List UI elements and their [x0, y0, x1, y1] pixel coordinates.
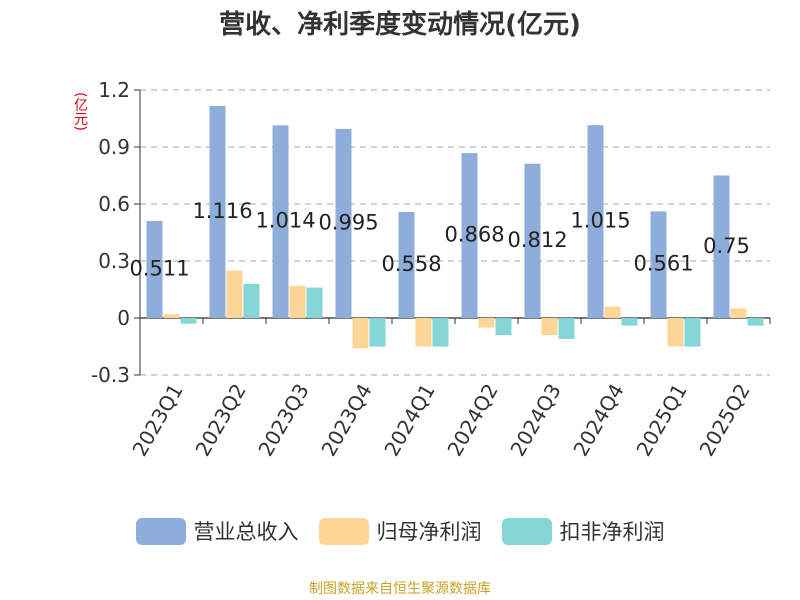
bar-deducted-net-profit: [495, 318, 512, 336]
x-tick-label: 2025Q2: [694, 380, 754, 461]
bar-net-profit: [604, 306, 621, 318]
data-label-revenue: 1.015: [570, 209, 630, 233]
x-tick-label: 2024Q1: [379, 380, 439, 461]
bar-deducted-net-profit: [369, 318, 386, 347]
legend-item-net-profit[interactable]: 归母净利润: [318, 516, 482, 546]
chart-title: 营收、净利季度变动情况(亿元): [219, 10, 581, 40]
x-tick-label: 2024Q4: [568, 380, 628, 461]
data-label-revenue: 0.75: [703, 234, 750, 258]
bar-net-profit: [226, 270, 243, 318]
bar-deducted-net-profit: [243, 283, 260, 318]
bar-deducted-net-profit: [621, 318, 638, 326]
y-axis-label: (亿元): [72, 92, 88, 131]
legend-item-revenue[interactable]: 营业总收入: [135, 516, 299, 546]
y-tick-label: -0.3: [91, 363, 130, 387]
legend-label-net-profit: 归母净利润: [376, 520, 482, 544]
legend-label-deducted-net-profit: 扣非净利润: [559, 520, 665, 544]
bar-deducted-net-profit: [747, 318, 764, 326]
y-tick-label: 0.6: [98, 192, 130, 216]
bar-revenue: [209, 105, 226, 319]
bar-deducted-net-profit: [306, 287, 323, 318]
bar-revenue: [335, 128, 352, 318]
y-tick-label: 0.3: [98, 249, 130, 273]
data-label-revenue: 0.812: [507, 228, 567, 252]
bar-net-profit: [541, 318, 558, 336]
bar-deducted-net-profit: [684, 318, 701, 347]
bar-net-profit: [352, 318, 369, 349]
bar-chart: -0.3 0 0.3 0.6 0.9 1.2 2023Q1 0.511 2023Q2 1.116 2…: [91, 78, 771, 461]
bar-revenue: [146, 220, 163, 318]
legend-swatch-net-profit: [318, 517, 369, 545]
x-tick-label: 2024Q2: [442, 380, 502, 461]
x-tick-label: 2025Q1: [631, 380, 691, 461]
x-tick-label: 2023Q1: [127, 380, 187, 461]
data-label-revenue: 1.014: [255, 209, 315, 233]
bar-net-profit: [415, 318, 432, 347]
legend-item-deducted-net-profit[interactable]: 扣非净利润: [501, 516, 665, 546]
x-tick-label: 2023Q2: [190, 380, 250, 461]
data-label-revenue: 1.116: [192, 199, 252, 223]
bar-deducted-net-profit: [180, 318, 197, 324]
y-tick-label: 1.2: [98, 78, 130, 102]
legend-swatch-revenue: [135, 517, 186, 545]
legend-swatch-deducted-net-profit: [501, 517, 552, 545]
bar-net-profit: [667, 318, 684, 347]
bar-revenue: [713, 175, 730, 318]
bar-deducted-net-profit: [432, 318, 449, 347]
bar-revenue: [587, 125, 604, 319]
data-source: 制图数据来自恒生聚源数据库: [309, 581, 491, 597]
data-label-revenue: 0.561: [633, 252, 693, 276]
x-tick-label: 2024Q3: [505, 380, 565, 461]
data-label-revenue: 0.868: [444, 223, 504, 247]
x-tick-label: 2023Q3: [253, 380, 313, 461]
bar-net-profit: [730, 308, 747, 318]
bar-net-profit: [289, 285, 306, 318]
bar-net-profit: [163, 314, 180, 318]
y-tick-label: 0: [117, 306, 130, 330]
data-label-revenue: 0.995: [318, 210, 378, 234]
bar-net-profit: [478, 318, 495, 328]
data-label-revenue: 0.558: [381, 252, 441, 276]
y-tick-label: 0.9: [98, 135, 130, 159]
bar-revenue: [272, 125, 289, 318]
legend-label-revenue: 营业总收入: [193, 520, 299, 544]
data-label-revenue: 0.511: [129, 256, 189, 280]
x-tick-label: 2023Q4: [316, 380, 376, 461]
legend: 营业总收入 归母净利润 扣非净利润: [0, 516, 800, 546]
bar-revenue: [461, 153, 478, 318]
bar-revenue: [524, 163, 541, 318]
bar-deducted-net-profit: [558, 318, 575, 339]
bar-revenue: [650, 211, 667, 318]
bar-revenue: [398, 211, 415, 318]
